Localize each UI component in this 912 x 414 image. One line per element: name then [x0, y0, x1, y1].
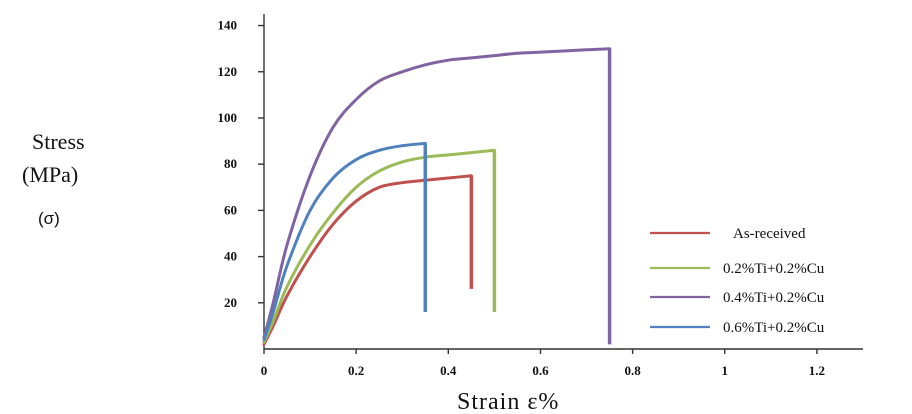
legend: As-received 0.2%Ti+0.2%Cu 0.4%Ti+0.2%Cu 0.6…: [650, 226, 825, 336]
x-tick-label: 0.2: [348, 363, 364, 378]
series-curve-4: [262, 141, 427, 342]
legend-label-2: 0.2%Ti+0.2%Cu: [723, 261, 825, 277]
y-tick-label: 140: [218, 18, 238, 33]
x-tick-label: 0: [261, 363, 268, 378]
series-curve-1: [262, 174, 473, 346]
x-tick-label: 1.2: [809, 363, 825, 378]
legend-label-1: As-received: [733, 226, 806, 242]
y-tick-label: 40: [224, 249, 237, 264]
y-ticks: 20 40 60 80 100 120 140: [218, 18, 264, 310]
axes: [263, 14, 863, 350]
x-axis-label: Strain ε%: [457, 389, 559, 414]
x-tick-label: 0.4: [440, 363, 457, 378]
legend-label-3: 0.4%Ti+0.2%Cu: [723, 290, 825, 306]
x-ticks: 0 0.2 0.4 0.6 0.8 1 1.2: [261, 349, 825, 378]
x-tick-label: 0.8: [624, 363, 641, 378]
series-curves: [262, 47, 612, 346]
y-tick-label: 20: [224, 295, 237, 310]
y-axis-label-line2: (MPa): [22, 162, 78, 187]
y-tick-label: 80: [224, 156, 237, 171]
y-tick-label: 120: [218, 64, 238, 79]
y-tick-label: 60: [224, 202, 237, 217]
series-curve-3: [262, 47, 612, 339]
y-axis-label-line1: Stress: [32, 129, 85, 154]
y-tick-label: 100: [218, 110, 238, 125]
series-curve-2: [262, 148, 496, 344]
legend-label-4: 0.6%Ti+0.2%Cu: [723, 320, 825, 336]
x-tick-label: 1: [722, 363, 729, 378]
y-axis-symbol: (σ): [38, 209, 60, 228]
x-tick-label: 0.6: [532, 363, 549, 378]
